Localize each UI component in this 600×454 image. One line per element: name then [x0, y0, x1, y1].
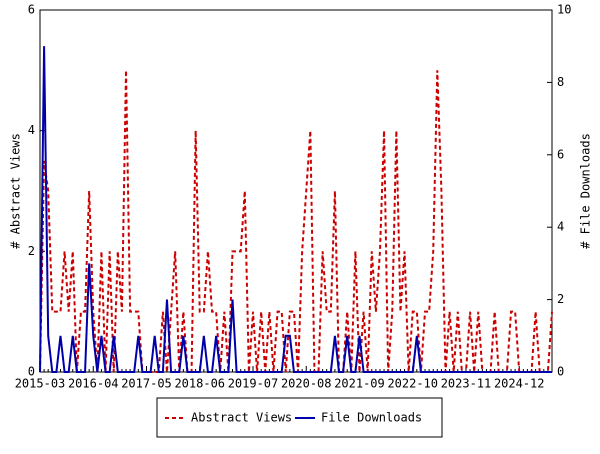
series-line [39, 70, 553, 373]
y-axis-label: # Abstract Views [9, 133, 23, 249]
x-tick-label: 2015-03 [15, 377, 66, 391]
plot-frame [39, 9, 553, 373]
x-tick-label: 2016-04 [68, 377, 119, 391]
y-tick-label: 2 [28, 244, 35, 258]
x-tick-label: 2021-09 [334, 377, 385, 391]
x-tick-label: 2023-11 [441, 377, 492, 391]
y2-tick-label: 10 [557, 3, 571, 17]
x-tick-label: 2017-05 [121, 377, 172, 391]
x-tick-label: 2020-08 [281, 377, 332, 391]
series-line [39, 46, 552, 373]
y2-tick-label: 4 [557, 220, 564, 234]
y-tick-label: 6 [28, 3, 35, 17]
y2-axis-label: # File Downloads [579, 133, 593, 249]
y-tick-label: 4 [28, 123, 35, 137]
x-tick-label: 2018-06 [174, 377, 225, 391]
x-tick-label: 2022-10 [387, 377, 438, 391]
x-tick-label: 2019-07 [228, 377, 279, 391]
x-tick-label: 2024-12 [494, 377, 545, 391]
y-tick-label: 0 [28, 365, 35, 379]
y2-tick-label: 8 [557, 75, 564, 89]
y2-tick-label: 2 [557, 292, 564, 306]
y2-tick-label: 6 [557, 147, 564, 161]
legend-label: Abstract Views [191, 411, 292, 425]
legend-label: File Downloads [321, 411, 422, 425]
y2-tick-label: 0 [557, 365, 564, 379]
